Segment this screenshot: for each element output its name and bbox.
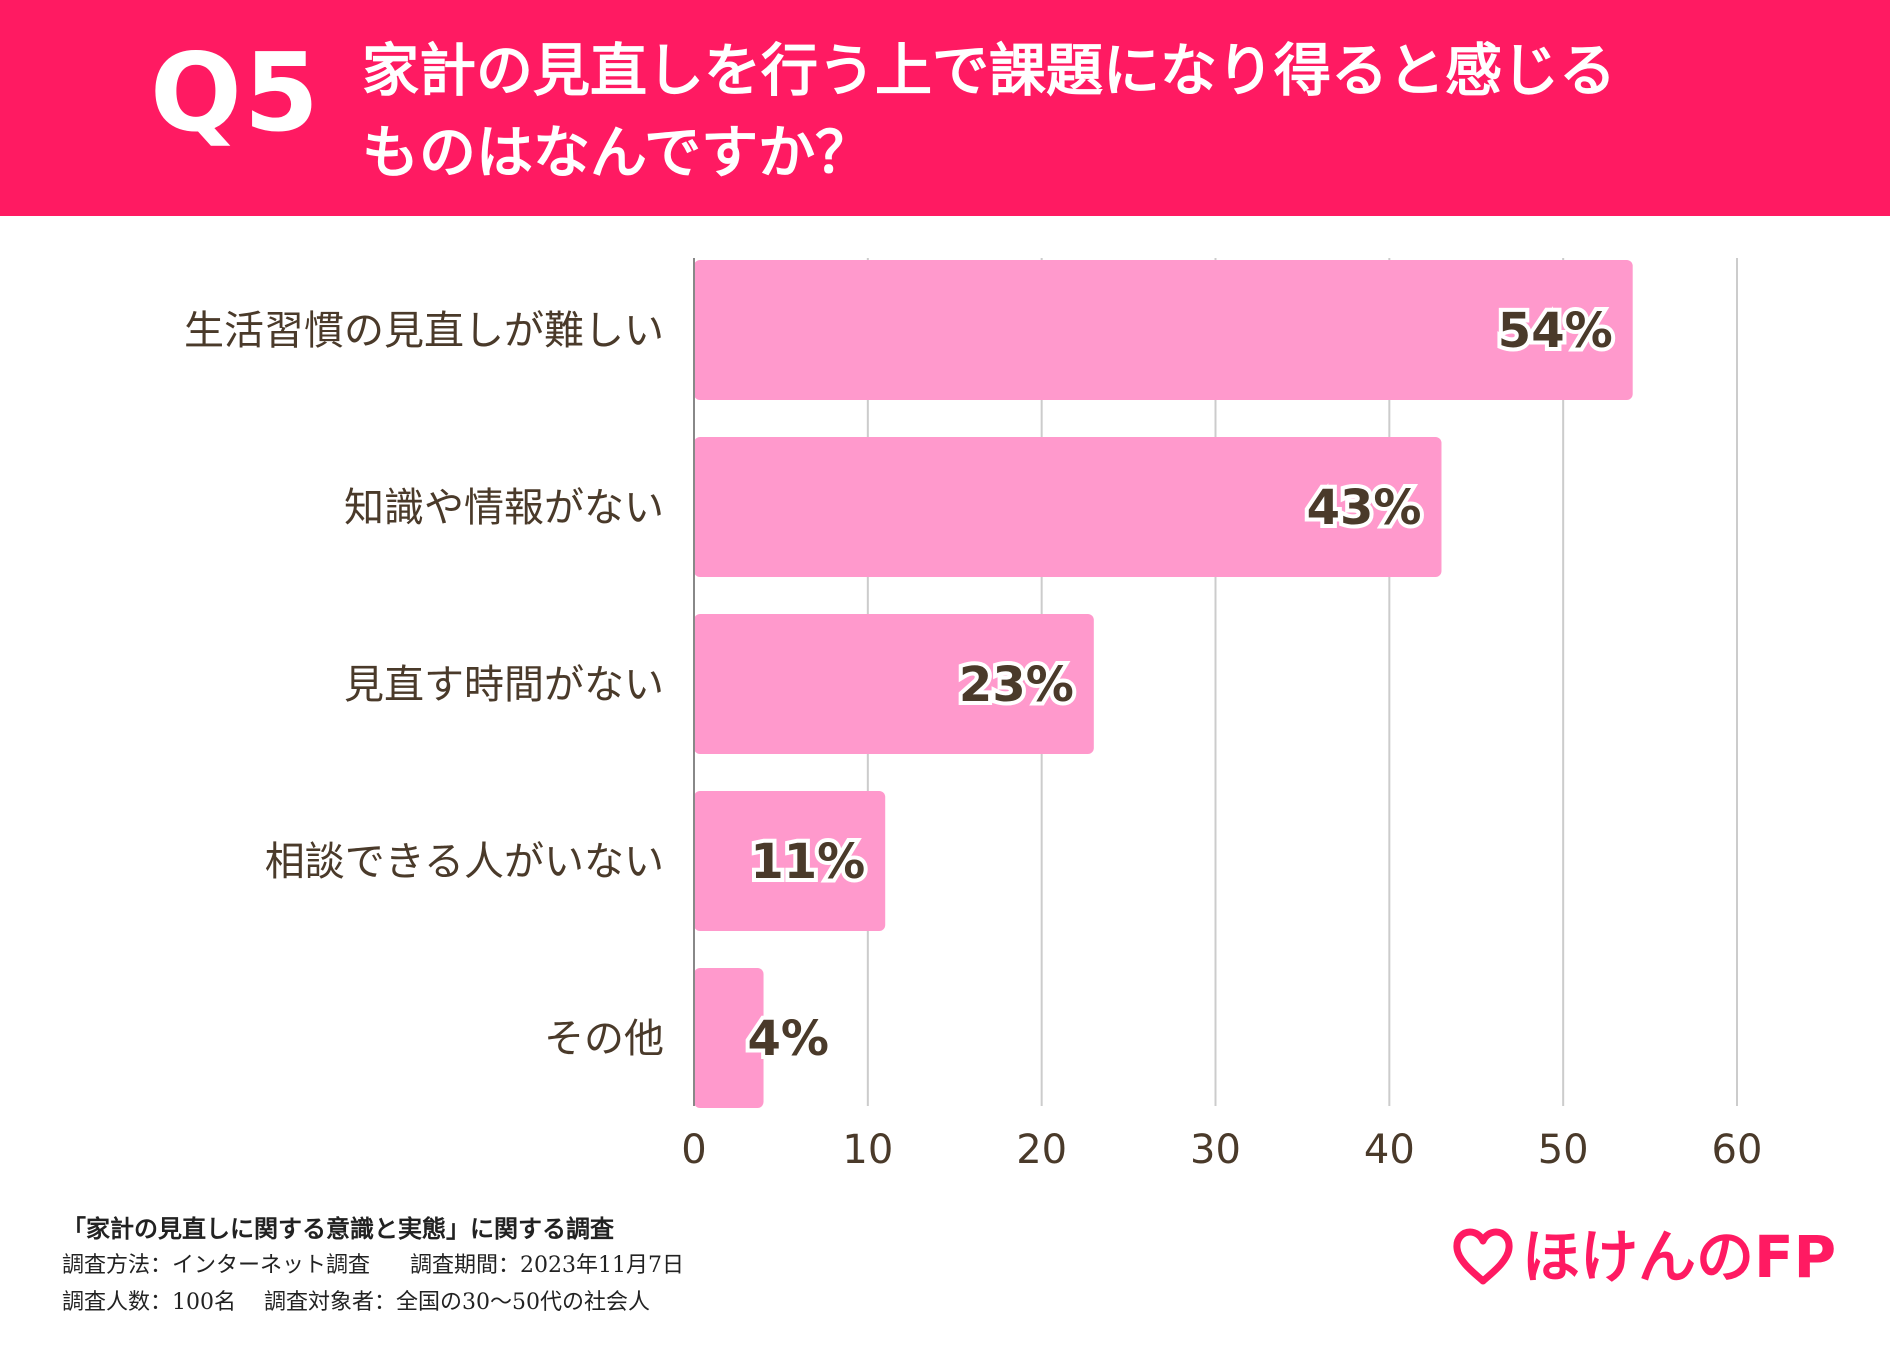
question-line-2: ものはなんですか？	[362, 120, 873, 186]
category-labels: 生活習慣の見直しが難しい知識や情報がない見直す時間がない相談できる人がいないその…	[184, 308, 664, 1062]
category-label: 相談できる人がいない	[265, 839, 664, 885]
survey-respondents: 調査人数：100名	[62, 1290, 236, 1315]
bar	[694, 614, 1094, 754]
bar	[694, 437, 1442, 577]
category-label: 生活習慣の見直しが難しい	[184, 308, 664, 354]
data-labels: 54% 43% 23% 11% 4%	[744, 299, 1617, 1071]
x-tick-label: 60	[1712, 1127, 1763, 1173]
survey-title: 「家計の見直しに関する意識と実態」に関する調査	[62, 1214, 614, 1243]
data-label: 54%	[1498, 303, 1613, 359]
data-label: 43%	[1307, 480, 1422, 536]
category-label: 見直す時間がない	[344, 662, 664, 708]
bars	[694, 260, 1633, 1108]
header-banner: Q5 家計の見直しを行う上で課題になり得ると感じる ものはなんですか？	[0, 0, 1890, 216]
brand-logo: ほけんのFP	[1452, 1228, 1836, 1286]
x-tick-label: 0	[681, 1127, 706, 1173]
survey-info: 「家計の見直しに関する意識と実態」に関する調査 調査方法：インターネット調査 調査…	[62, 1210, 684, 1321]
category-label: その他	[544, 1016, 664, 1062]
x-axis-ticks: 0 10 20 30 40 50 60	[681, 1127, 1762, 1173]
x-tick-label: 20	[1016, 1127, 1067, 1173]
survey-method: 調査方法：インターネット調査	[62, 1253, 371, 1278]
bar-chart: 生活習慣の見直しが難しい知識や情報がない見直す時間がない相談できる人がいないその…	[184, 258, 1762, 1173]
category-label: 知識や情報がない	[344, 485, 664, 531]
data-label: 11%	[750, 834, 865, 890]
logo-text: ほけんのFP	[1522, 1223, 1837, 1291]
survey-target: 調査対象者：全国の30〜50代の社会人	[264, 1290, 650, 1315]
x-tick-label: 10	[842, 1127, 893, 1173]
x-tick-label: 40	[1364, 1127, 1415, 1173]
bar	[694, 791, 886, 931]
data-label: 4%	[748, 1011, 830, 1067]
question-number: Q5	[150, 31, 321, 156]
x-tick-label: 30	[1190, 1127, 1241, 1173]
survey-line-1: 調査方法：インターネット調査 調査期間：2023年11月7日	[62, 1247, 684, 1284]
survey-line-2: 調査人数：100名 調査対象者：全国の30〜50代の社会人	[62, 1284, 684, 1321]
bar	[694, 260, 1633, 400]
survey-period: 調査期間：2023年11月7日	[410, 1253, 684, 1278]
heart-icon	[1453, 1228, 1513, 1285]
x-tick-label: 50	[1538, 1127, 1589, 1173]
bar	[694, 968, 764, 1108]
data-label: 23%	[959, 657, 1074, 713]
question-line-1: 家計の見直しを行う上で課題になり得ると感じる	[362, 38, 1616, 104]
question-text: 家計の見直しを行う上で課題になり得ると感じる ものはなんですか？	[362, 30, 1842, 194]
